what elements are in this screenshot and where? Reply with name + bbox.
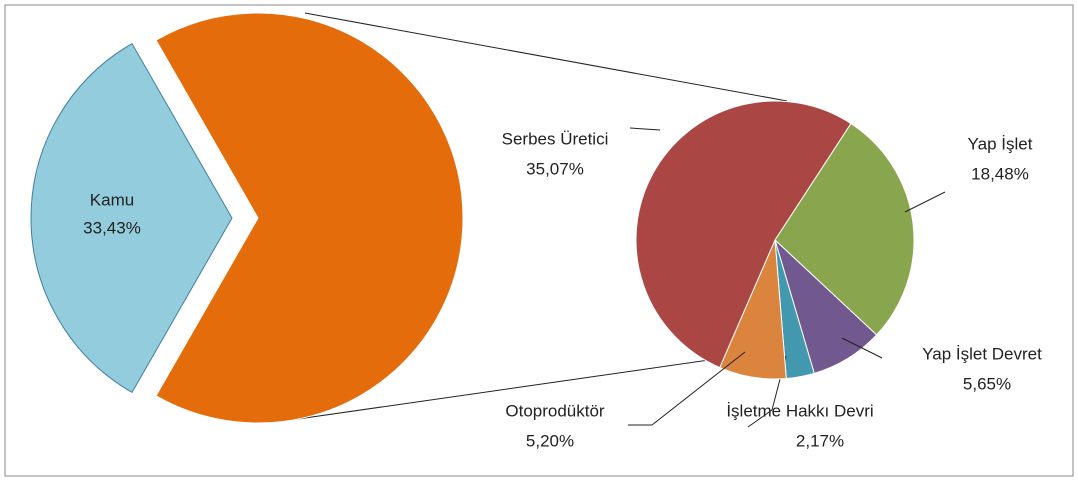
leader-line [904,191,946,213]
value-label: 5,20% [526,431,574,450]
connector-line [304,12,788,102]
slice-label: Serbes Üretici [502,129,609,148]
slice-label: Otoprodüktör [505,401,605,420]
value-label: 2,17% [796,431,844,450]
slice-label: Kamu [90,190,134,209]
value-label: 18,48% [971,164,1029,183]
slice-label: Yap İşlet Devret [922,344,1042,363]
leader-line [629,127,661,131]
slice-label: İşletme Hakkı Devri [726,401,873,420]
pie-slice [155,12,464,424]
leader-line [628,351,746,426]
pie-slice [774,122,915,336]
pie-slice [30,42,233,394]
pie-slice [635,100,852,369]
value-label: 35,07% [526,159,584,178]
leader-line [841,337,883,359]
value-label: 33,43% [83,218,141,237]
slice-label: Yap İşlet [968,134,1033,153]
connector-line [283,351,766,422]
value-label: 5,65% [963,374,1011,393]
